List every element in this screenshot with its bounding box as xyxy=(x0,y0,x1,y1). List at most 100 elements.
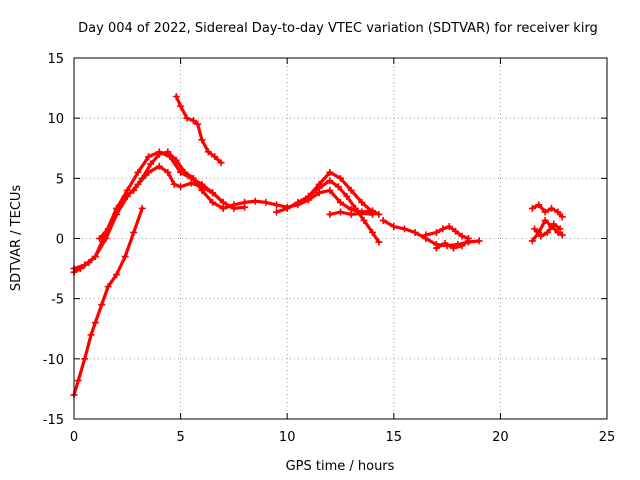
series-arc-k xyxy=(422,222,472,242)
data-point xyxy=(121,253,129,261)
chart-title: Day 004 of 2022, Sidereal Day-to-day VTE… xyxy=(78,21,598,36)
data-point xyxy=(198,136,206,144)
plot-frame xyxy=(73,57,608,420)
data-point xyxy=(541,216,549,224)
data-point xyxy=(170,180,178,188)
data-point xyxy=(537,232,545,240)
data-point xyxy=(81,355,89,363)
data-point xyxy=(375,210,383,218)
data-point xyxy=(343,192,351,200)
x-tick-label: 5 xyxy=(176,430,184,445)
data-point xyxy=(294,198,302,206)
data-point xyxy=(326,168,334,176)
data-point xyxy=(123,186,131,194)
data-point xyxy=(558,213,566,221)
data-point xyxy=(445,222,453,230)
data-point xyxy=(172,156,180,164)
x-tick-label: 0 xyxy=(70,430,78,445)
data-point xyxy=(558,231,566,239)
data-point xyxy=(379,216,387,224)
y-tick-label: 15 xyxy=(47,52,64,67)
data-point xyxy=(91,319,99,327)
data-point xyxy=(147,160,155,168)
data-point xyxy=(273,201,281,209)
data-point xyxy=(315,184,323,192)
data-point xyxy=(351,204,359,212)
data-point xyxy=(98,301,106,309)
data-point xyxy=(194,120,202,128)
data-point xyxy=(548,204,556,212)
data-point xyxy=(535,201,543,209)
y-tick-label: 10 xyxy=(47,112,64,127)
y-tick-label: -10 xyxy=(43,353,64,368)
data-point xyxy=(262,198,270,206)
axis-ticks: 0 5 10 15 20 25 -15 -10 -5 0 5 10 15 xyxy=(43,52,616,445)
data-point xyxy=(368,210,376,218)
data-point xyxy=(422,231,430,239)
data-point xyxy=(134,168,142,176)
data-point xyxy=(96,235,104,242)
series-arc-o xyxy=(531,220,564,240)
data-point xyxy=(449,244,457,252)
data-point xyxy=(209,189,217,197)
data-point xyxy=(464,237,472,245)
data-point xyxy=(211,153,219,161)
data-point xyxy=(360,216,368,224)
data-point xyxy=(155,150,163,158)
data-series xyxy=(70,93,566,399)
data-point xyxy=(400,225,408,233)
data-point xyxy=(91,253,99,261)
data-point xyxy=(145,153,153,161)
x-tick-label: 10 xyxy=(279,430,296,445)
data-point xyxy=(337,208,344,216)
data-point xyxy=(183,114,191,122)
data-point xyxy=(273,208,281,216)
data-point xyxy=(104,283,112,291)
data-point xyxy=(554,228,562,236)
data-point xyxy=(432,244,440,252)
x-tick-label: 15 xyxy=(386,430,403,445)
y-tick-label: 0 xyxy=(56,233,64,248)
data-point xyxy=(452,227,460,235)
data-point xyxy=(439,225,447,233)
grid-lines xyxy=(74,58,607,419)
data-point xyxy=(550,220,558,228)
data-point xyxy=(241,198,249,206)
y-axis-label: SDTVAR / TECUs xyxy=(9,185,24,292)
data-point xyxy=(458,232,466,240)
x-tick-label: 20 xyxy=(492,430,509,445)
y-tick-label: -5 xyxy=(51,293,64,308)
data-point xyxy=(198,186,206,194)
data-point xyxy=(138,174,146,182)
data-point xyxy=(326,177,334,185)
data-point xyxy=(358,198,366,206)
data-point xyxy=(368,228,376,236)
data-point xyxy=(475,237,483,245)
data-point xyxy=(209,198,217,206)
data-point xyxy=(87,331,95,339)
data-point xyxy=(181,168,189,176)
series-arc-c xyxy=(70,204,146,399)
y-tick-label: 5 xyxy=(56,172,64,187)
data-point xyxy=(172,93,180,101)
data-point xyxy=(177,183,185,191)
data-point xyxy=(81,261,89,269)
data-point xyxy=(554,208,562,216)
series-arc-a xyxy=(70,162,249,276)
data-point xyxy=(74,376,82,384)
data-point xyxy=(104,225,112,233)
data-point xyxy=(432,228,440,236)
data-point xyxy=(326,210,334,218)
data-point xyxy=(130,186,138,194)
series-arc-h xyxy=(305,177,383,246)
data-point xyxy=(138,204,146,212)
data-point xyxy=(130,228,138,236)
series-arc-m xyxy=(528,201,566,221)
data-point xyxy=(177,102,185,110)
data-point xyxy=(347,186,355,194)
series-line xyxy=(72,164,247,274)
data-point xyxy=(411,228,419,236)
data-point xyxy=(441,239,449,247)
data-point xyxy=(113,271,121,279)
